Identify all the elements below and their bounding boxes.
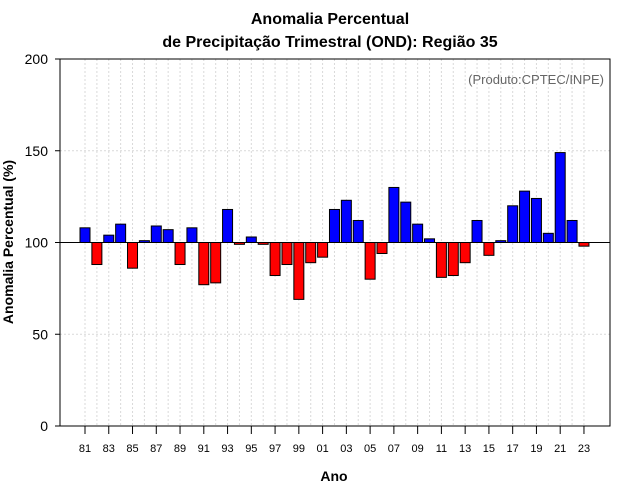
x-tick-label: 01 [316,443,328,455]
x-tick-label: 23 [578,443,590,455]
x-tick-label: 91 [198,443,210,455]
bar-1993 [222,208,234,243]
bar-1983 [103,234,115,244]
bar-2021 [554,152,566,244]
x-tick-label: 17 [507,443,519,455]
x-tick-label: 09 [412,443,424,455]
grid-lines [60,58,610,427]
bar-1981 [79,227,91,244]
y-tick-label: 0 [40,418,48,434]
x-tick-label: 07 [388,443,400,455]
x-tick-label: 13 [459,443,471,455]
y-tick-label: 100 [25,235,49,251]
bar-2007 [388,186,400,243]
bar-1998 [281,242,293,266]
bar-2003 [340,199,352,243]
bar-1982 [91,242,103,266]
y-axis: 0 50 100 150 200 [25,51,60,434]
bar-1992 [210,242,222,284]
bar-2002 [328,208,340,243]
bar-1999 [293,242,305,300]
bar-2013 [459,242,471,264]
y-axis-title: Anomalia Percentual (%) [0,160,16,324]
x-tick-label: 21 [554,443,566,455]
x-tick-label: 85 [126,443,138,455]
bar-1987 [150,225,162,243]
y-tick-label: 50 [32,326,48,342]
x-tick-label: 97 [269,443,281,455]
bar-2009 [412,223,424,243]
bar-2000 [305,242,317,264]
x-tick-label: 03 [340,443,352,455]
bar-2015 [483,242,495,256]
bar-2006 [376,242,388,255]
bar-1988 [162,229,174,243]
bar-2014 [471,219,483,243]
bar-1984 [115,223,127,243]
bar-2008 [400,201,412,244]
bar-2011 [435,242,447,278]
y-tick-label: 200 [25,51,49,67]
x-tick-label: 95 [245,443,257,455]
x-tick-label: 11 [436,443,447,455]
bar-1989 [174,242,186,266]
x-tick-label: 81 [79,443,91,455]
x-axis: 81 83 85 87 89 91 93 95 97 99 01 03 05 07 09 11 13 15 17 19… [79,426,590,455]
bar-1990 [186,227,198,244]
x-tick-label: 15 [483,443,495,455]
bar-2017 [507,205,519,244]
chart-title-line2: de Precipitação Trimestral (OND): Região… [162,34,497,51]
bar-1997 [269,242,281,277]
bar-1991 [198,242,210,286]
bar-2023 [578,242,590,247]
x-tick-label: 89 [174,443,186,455]
bar-2020 [542,232,554,243]
bar-2010 [424,238,436,244]
bar-1985 [127,242,139,269]
bar-2022 [566,219,578,243]
bar-series [79,152,590,300]
chart-title-line1: Anomalia Percentual [251,11,409,28]
bar-2004 [352,219,364,243]
x-tick-label: 93 [221,443,233,455]
x-axis-title: Ano [320,468,347,484]
x-tick-label: 99 [293,443,305,455]
bar-2005 [364,242,376,280]
bar-2001 [317,242,329,258]
bar-2019 [530,197,542,244]
x-tick-label: 87 [150,443,162,455]
bar-1995 [245,236,257,243]
bar-2018 [519,190,531,243]
credit-label: (Produto:CPTEC/INPE) [468,72,604,87]
x-tick-label: 83 [103,443,115,455]
x-tick-label: 05 [364,443,376,455]
x-tick-label: 19 [530,443,542,455]
y-tick-label: 150 [25,143,49,159]
bar-2012 [447,242,459,277]
